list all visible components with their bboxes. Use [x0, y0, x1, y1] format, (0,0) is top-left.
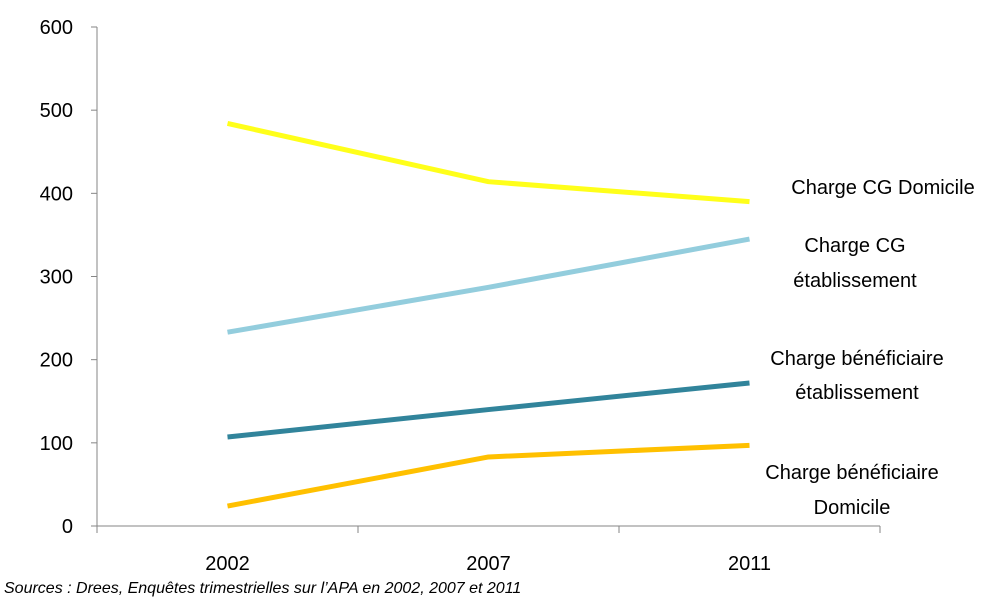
- x-axis: 2002 2007 2011: [96, 525, 881, 575]
- series-label-0: Charge CG Domicile: [791, 177, 974, 199]
- series-label-3: Charge bénéficiaire Domicile: [765, 462, 938, 519]
- y-tick-label: 100: [40, 433, 73, 455]
- y-tick-label: 300: [40, 267, 73, 289]
- series-line-3: [227, 442, 750, 509]
- series-label-line: établissement: [795, 382, 919, 404]
- y-axis: 0 100 200 300 400 500 600: [40, 17, 98, 538]
- series-label-line: Charge CG: [804, 235, 905, 257]
- x-tick-label: 2002: [205, 553, 250, 575]
- x-tick-label: 2011: [728, 553, 771, 575]
- source-note: Sources : Drees, Enquêtes trimestrielles…: [4, 580, 522, 597]
- y-tick-label: 500: [40, 100, 73, 122]
- y-tick-label: 600: [40, 17, 73, 39]
- series-line-1: [227, 236, 750, 335]
- series-lines: [226, 121, 750, 509]
- series-label-line: établissement: [793, 270, 917, 292]
- series-label-1: Charge CG établissement: [793, 235, 917, 292]
- y-tick-label: 0: [62, 516, 73, 538]
- y-tick-label: 400: [40, 183, 73, 205]
- series-label-line: Charge bénéficiaire: [770, 348, 943, 370]
- x-tick-label: 2007: [466, 553, 511, 575]
- series-line-2: [227, 380, 750, 440]
- y-tick-label: 200: [40, 350, 73, 372]
- series-label-line: Charge bénéficiaire: [765, 462, 938, 484]
- series-label-line: Charge CG Domicile: [791, 177, 974, 199]
- series-labels: Charge CG Domicile Charge CG établissement…: [765, 177, 974, 519]
- series-label-2: Charge bénéficiaire établissement: [770, 348, 943, 404]
- series-label-line: Domicile: [814, 497, 891, 519]
- series-line-0: [226, 121, 750, 205]
